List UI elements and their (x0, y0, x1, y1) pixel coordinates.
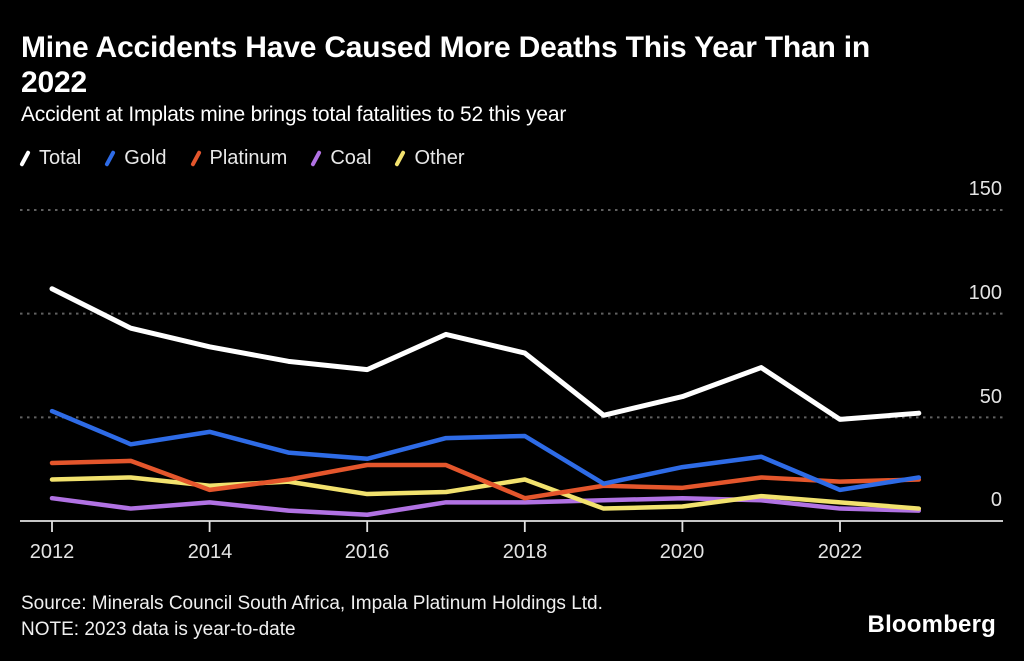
chart-legend: Total Gold Platinum Coal Other (19, 147, 491, 170)
source-text: Source: Minerals Council South Africa, I… (21, 593, 603, 614)
legend-item-gold: Gold (104, 147, 167, 170)
legend-label-platinum: Platinum (209, 147, 288, 169)
y-axis-label-50: 50 (979, 386, 1002, 408)
title-line-2: 2022 (21, 66, 87, 99)
series-line-gold (49, 408, 922, 493)
series-line-coal (49, 495, 922, 518)
page-title: Mine Accidents Have Caused More Deaths T… (21, 30, 870, 100)
x-axis-label-2016: 2016 (344, 541, 390, 563)
title-line-1: Mine Accidents Have Caused More Deaths T… (21, 31, 871, 64)
chart-subtitle: Accident at Implats mine brings total fa… (21, 103, 567, 126)
series-line-platinum (49, 458, 922, 501)
legend-label-gold: Gold (124, 147, 167, 169)
x-axis-label-2012: 2012 (29, 541, 75, 563)
x-axis-label-2014: 2014 (187, 541, 233, 563)
legend-label-other: Other (414, 147, 465, 169)
x-axis-label-2020: 2020 (659, 541, 705, 563)
legend-label-total: Total (39, 147, 82, 169)
x-axis-label-2018: 2018 (502, 541, 548, 563)
bloomberg-logo: Bloomberg (867, 611, 996, 638)
y-axis-label-100: 100 (968, 282, 1002, 304)
y-axis-label-0: 0 (990, 489, 1002, 511)
x-axis-label-2022: 2022 (817, 541, 863, 563)
legend-item-other: Other (394, 147, 465, 170)
legend-item-total: Total (19, 147, 82, 170)
legend-item-platinum: Platinum (189, 147, 288, 170)
note-text: NOTE: 2023 data is year-to-date (21, 619, 296, 640)
series-line-total (49, 286, 922, 422)
y-axis-label-150: 150 (968, 178, 1002, 200)
legend-item-coal: Coal (310, 147, 372, 170)
legend-label-coal: Coal (330, 147, 372, 169)
